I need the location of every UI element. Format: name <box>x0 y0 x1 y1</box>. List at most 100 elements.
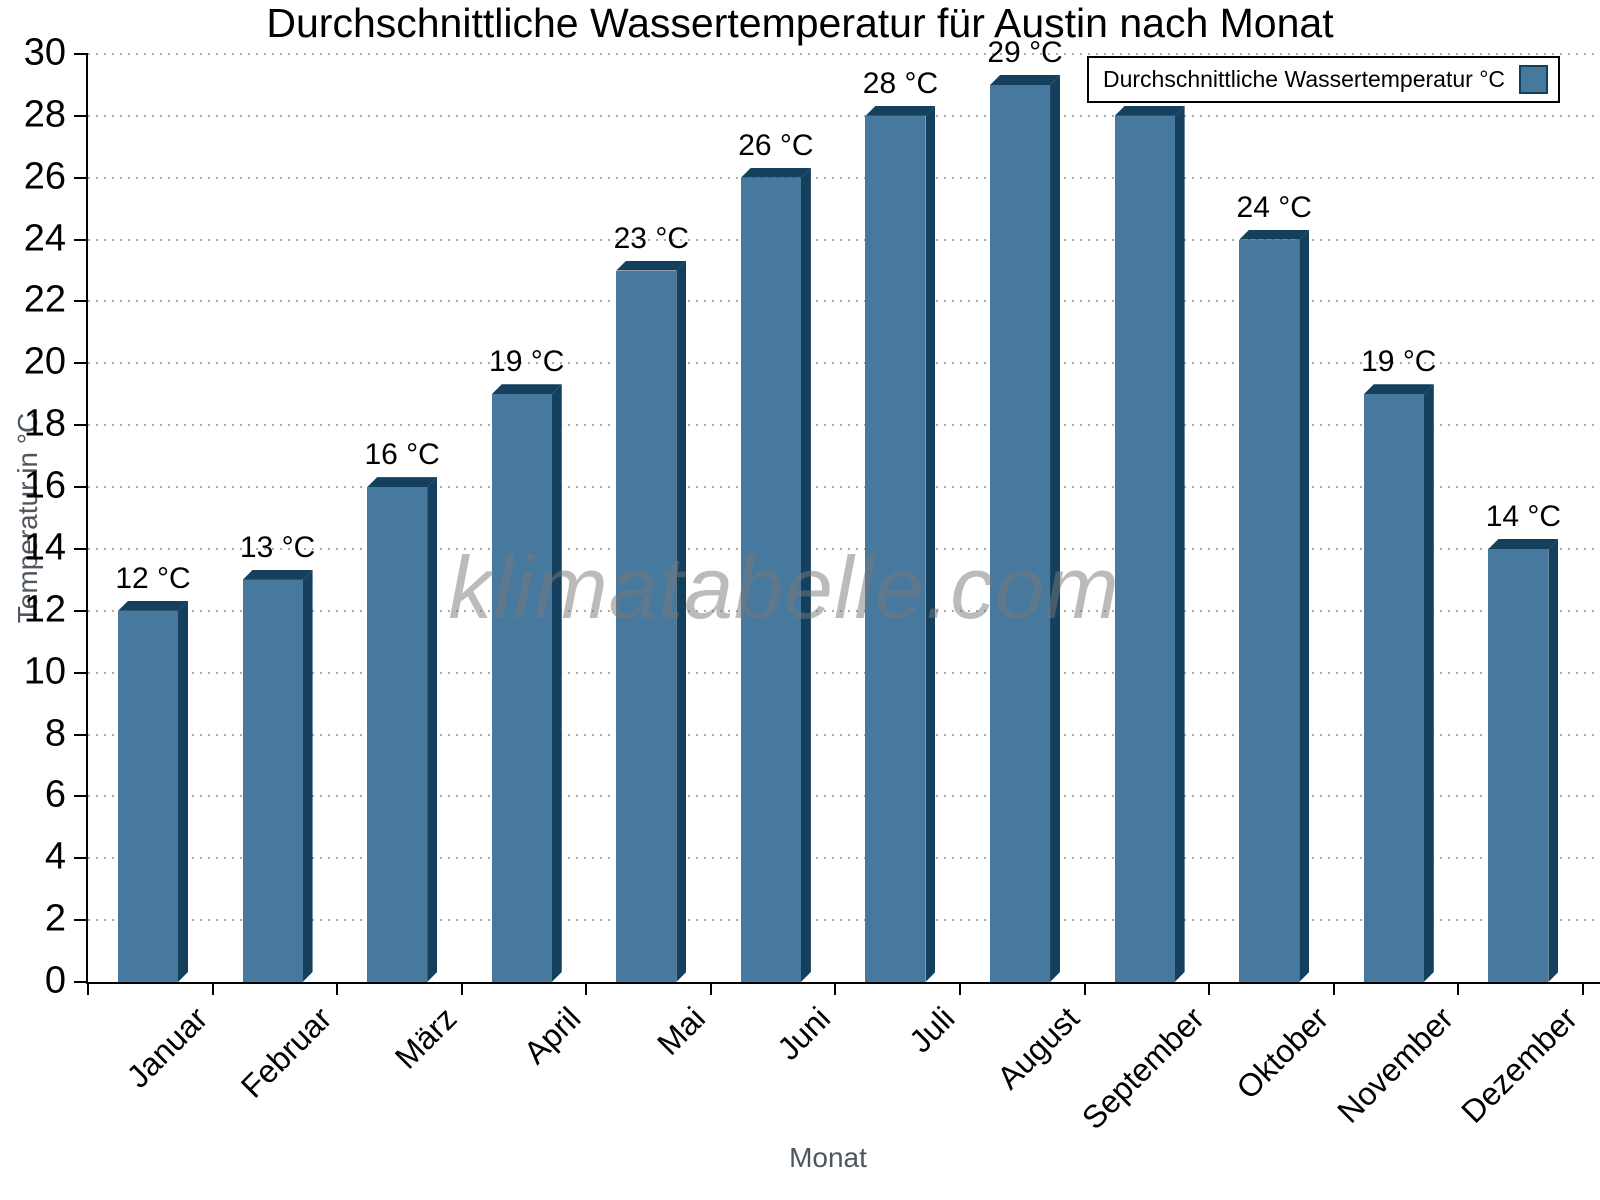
bar-value-label-oktober: 24 °C <box>1236 190 1312 224</box>
x-category-label-oktober: Oktober <box>1229 1000 1336 1106</box>
y-tick-6 <box>74 795 88 798</box>
y-tick-label-12: 12 <box>23 588 66 631</box>
x-category-label-april: April <box>517 1000 588 1071</box>
x-category-label-september: September <box>1074 1000 1211 1137</box>
y-tick-20 <box>74 362 88 365</box>
chart-title: Durchschnittliche Wassertemperatur für A… <box>266 0 1334 46</box>
gridline-24 <box>88 238 1600 241</box>
gridline-8 <box>88 733 1600 736</box>
y-tick-label-26: 26 <box>23 155 66 198</box>
gridline-14 <box>88 547 1600 550</box>
gridline-4 <box>88 857 1600 860</box>
y-tick-0 <box>74 981 88 983</box>
gridline-26 <box>88 176 1600 179</box>
y-tick-2 <box>74 919 88 922</box>
gridline-28 <box>88 114 1600 117</box>
bar-september <box>1114 115 1175 982</box>
gridline-22 <box>88 300 1600 303</box>
y-tick-label-22: 22 <box>23 279 66 322</box>
bar-value-label-august: 29 °C <box>987 35 1063 69</box>
y-tick-label-14: 14 <box>23 526 66 569</box>
y-tick-16 <box>74 486 88 489</box>
gridline-20 <box>88 362 1600 365</box>
gridline-12 <box>88 609 1600 612</box>
y-tick-10 <box>74 671 88 674</box>
bar-value-label-juni: 26 °C <box>738 128 814 162</box>
bar-mai <box>616 270 677 982</box>
bar-januar <box>118 610 178 982</box>
y-tick-30 <box>74 53 88 55</box>
y-tick-label-2: 2 <box>44 897 66 940</box>
gridline-2 <box>88 919 1600 922</box>
x-tick-12 <box>1581 982 1584 995</box>
gridline-10 <box>88 671 1600 674</box>
x-category-label-november: November <box>1330 1000 1460 1130</box>
bar-value-label-juli: 28 °C <box>862 66 939 100</box>
y-tick-12 <box>74 609 88 612</box>
y-tick-label-10: 10 <box>23 650 66 693</box>
y-tick-label-28: 28 <box>23 93 66 136</box>
y-tick-label-8: 8 <box>44 712 66 755</box>
y-tick-22 <box>74 300 88 303</box>
bar-februar <box>242 579 303 982</box>
x-tick-5 <box>709 982 712 995</box>
gridline-6 <box>88 795 1600 798</box>
x-category-label-juli: Juli <box>902 1000 962 1060</box>
x-category-label-februar: Februar <box>233 1000 339 1105</box>
x-axis-line <box>86 982 1600 984</box>
y-tick-26 <box>74 176 88 179</box>
bar-oktober <box>1239 239 1300 982</box>
y-tick-label-20: 20 <box>23 340 66 383</box>
bar-juli <box>865 115 926 982</box>
y-tick-label-18: 18 <box>23 402 66 445</box>
bar-april <box>491 394 552 982</box>
y-tick-24 <box>74 238 88 241</box>
bar-august <box>990 84 1051 982</box>
bar-juni <box>740 177 801 982</box>
gridline-30 <box>88 53 1600 55</box>
bar-value-label-november: 19 °C <box>1361 345 1437 379</box>
bar-november <box>1363 394 1424 982</box>
legend-label: Durchschnittliche Wassertemperatur °C <box>1102 66 1505 92</box>
y-tick-28 <box>74 114 88 117</box>
gridline-16 <box>88 486 1600 489</box>
bar-dezember <box>1488 548 1549 982</box>
plot-area: 0 2 4 6 8 10 12 14 16 18 20 22 24 26 28 30 12 °C Januar 13… <box>24 32 1600 1136</box>
x-tick-7 <box>959 982 962 995</box>
x-tick-9 <box>1208 982 1211 995</box>
y-tick-label-4: 4 <box>44 835 66 878</box>
x-tick-3 <box>460 982 463 995</box>
x-category-label-januar: Januar <box>119 1000 215 1095</box>
x-tick-1 <box>211 982 214 995</box>
y-tick-14 <box>74 547 88 550</box>
x-tick-10 <box>1332 982 1335 995</box>
y-tick-label-24: 24 <box>23 217 66 260</box>
y-tick-8 <box>74 733 88 736</box>
x-tick-6 <box>834 982 837 995</box>
bar-value-label-märz: 16 °C <box>364 438 440 472</box>
x-tick-0 <box>87 982 89 995</box>
x-axis-title: Monat <box>789 1142 867 1173</box>
legend-swatch <box>1519 65 1548 94</box>
gridline-18 <box>88 424 1600 427</box>
x-tick-11 <box>1457 982 1460 995</box>
y-tick-label-16: 16 <box>23 464 66 507</box>
y-tick-label-6: 6 <box>44 774 66 817</box>
x-tick-2 <box>336 982 339 995</box>
legend: Durchschnittliche Wassertemperatur °C <box>1086 56 1560 103</box>
y-tick-label-0: 0 <box>44 959 66 1002</box>
x-category-label-juni: Juni <box>769 1000 837 1067</box>
x-category-label-mai: Mai <box>650 1000 713 1062</box>
y-axis-line <box>86 54 88 982</box>
bar-value-label-dezember: 14 °C <box>1485 499 1562 533</box>
y-tick-18 <box>74 424 88 427</box>
y-tick-label-30: 30 <box>23 31 66 74</box>
bar-märz <box>367 487 428 982</box>
bar-value-label-mai: 23 °C <box>613 221 689 255</box>
watermark: klimatabelle.com <box>448 538 1120 637</box>
x-category-label-märz: März <box>387 1000 464 1076</box>
bar-value-label-april: 19 °C <box>489 345 565 379</box>
x-tick-8 <box>1083 982 1086 995</box>
y-tick-4 <box>74 857 88 860</box>
